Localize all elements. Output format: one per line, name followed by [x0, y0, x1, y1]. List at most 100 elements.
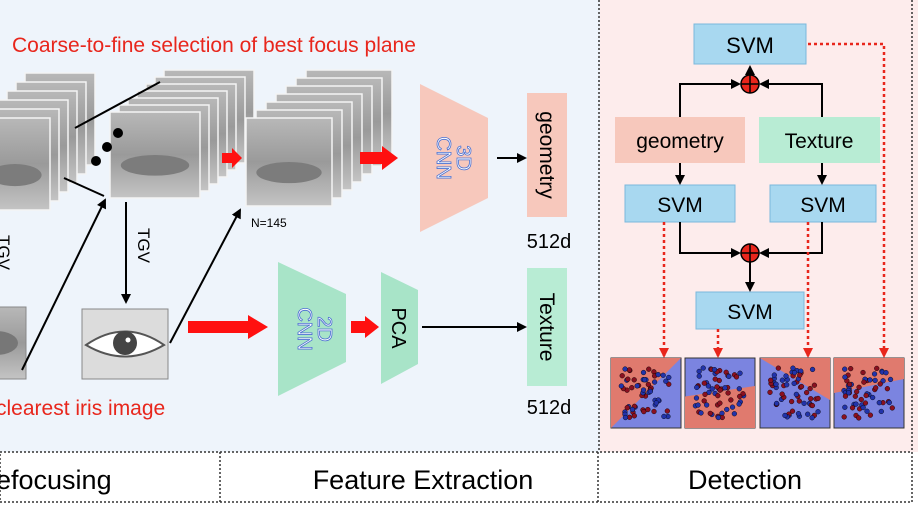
scatter-point	[631, 377, 637, 383]
red-arrow-to-pca	[351, 316, 379, 338]
scatter-point	[790, 365, 796, 371]
scatter-point	[883, 370, 889, 376]
scatter-point	[647, 388, 653, 395]
scatter-point	[631, 413, 637, 419]
svm-mid-label: SVM	[727, 301, 773, 324]
scatter-point	[842, 404, 848, 410]
stack-zoom-line-top	[74, 81, 161, 129]
scatter-point	[874, 365, 880, 371]
scatter-point	[619, 373, 625, 379]
scatter-point	[773, 381, 779, 387]
scatter-point	[809, 415, 815, 421]
scatter-point	[793, 391, 799, 397]
scatter-point	[815, 395, 821, 402]
svm-top-label: SVM	[726, 33, 774, 58]
scatter-point	[867, 412, 874, 418]
scatter-point	[852, 393, 858, 399]
scatter-point	[702, 391, 708, 397]
coarse-to-fine-caption: Coarse-to-fine selection of best focus p…	[12, 34, 416, 57]
pca-label: PCA	[387, 307, 409, 349]
scatter-point	[809, 366, 816, 373]
scatter-point	[775, 365, 781, 371]
scatter-point	[767, 389, 773, 395]
scatter-point	[861, 379, 867, 385]
scatter-point	[640, 369, 647, 376]
scatter-point	[858, 396, 864, 403]
scatter-point	[653, 400, 659, 406]
scatter-point	[795, 411, 802, 417]
scatter-point	[884, 386, 890, 392]
scatter-point	[645, 381, 651, 388]
cnn3d-label-line2: CNN	[432, 136, 454, 179]
line-svm-right-to-fusion	[759, 222, 823, 258]
stack-mid-frame	[109, 111, 201, 199]
scatter-point	[864, 408, 870, 414]
scatter-point	[722, 385, 728, 391]
scatter-point	[863, 392, 869, 399]
stack-zoom-line-bottom	[63, 177, 105, 197]
scatter-point	[715, 393, 721, 399]
scatter-point	[771, 372, 777, 378]
scatter-point	[714, 384, 720, 390]
cnn3d-label-line1: 3D	[452, 145, 474, 171]
scatter-point	[862, 400, 869, 406]
focal-stack-left	[0, 72, 96, 211]
scatter-point	[641, 377, 648, 383]
scatter-point	[783, 373, 789, 379]
geometry-dim-label: 512d	[527, 231, 572, 253]
scatter-point	[711, 366, 718, 373]
scatter-point	[796, 398, 802, 404]
scatter-point	[715, 414, 721, 421]
scatter-point	[731, 411, 737, 417]
scatter-point	[725, 390, 731, 396]
scatter-point	[664, 408, 670, 414]
scatter-point	[629, 385, 635, 391]
scatter-point	[878, 408, 884, 415]
scatter-point	[848, 366, 854, 372]
decision-boundary-thumbnails	[610, 357, 905, 429]
scatter-point	[622, 366, 628, 372]
scatter-point	[798, 383, 805, 390]
scatter-point	[724, 406, 730, 413]
scatter-point	[645, 406, 651, 413]
stack-selected-eye	[256, 162, 322, 184]
scatter-point	[768, 377, 774, 383]
stack-left-frame	[0, 117, 51, 211]
scatter-point	[624, 405, 630, 411]
scatter-point	[784, 382, 790, 388]
scatter-point	[849, 405, 856, 411]
scatter-point	[737, 393, 743, 400]
scatter-point	[705, 383, 711, 389]
scatter-point	[646, 366, 652, 372]
scatter-point	[698, 410, 704, 416]
scatter-point	[805, 411, 811, 417]
arrow-left-to-stack	[21, 198, 106, 371]
scatter-point	[737, 370, 743, 376]
scatter-point	[733, 374, 740, 380]
scatter-point	[846, 390, 852, 396]
ellipsis-dot-3	[91, 156, 101, 166]
scatter-point	[807, 386, 813, 392]
scatter-point	[841, 414, 847, 420]
scatter-point	[773, 400, 780, 407]
scatter-point	[860, 369, 866, 376]
scatter-point	[717, 400, 723, 406]
red-arrow-to-3dcnn	[360, 146, 398, 170]
stack-mid-eye	[120, 155, 190, 176]
footer-refocusing: efocusing	[0, 465, 112, 495]
scatter-point	[877, 381, 883, 387]
scatter-point	[789, 408, 796, 414]
scatter-point	[728, 397, 734, 403]
texture-feature-label: Texture	[535, 293, 558, 362]
scatter-point	[815, 409, 821, 415]
scatter-point	[700, 365, 706, 371]
scatter-point	[626, 367, 633, 373]
scatter-point	[842, 374, 848, 380]
focal-stack-selected	[245, 69, 393, 207]
scatter-point	[791, 370, 798, 376]
svm-left-label: SVM	[657, 194, 703, 217]
scatter-point	[808, 396, 814, 402]
scatter-point	[886, 399, 892, 406]
scatter-point	[782, 412, 788, 419]
